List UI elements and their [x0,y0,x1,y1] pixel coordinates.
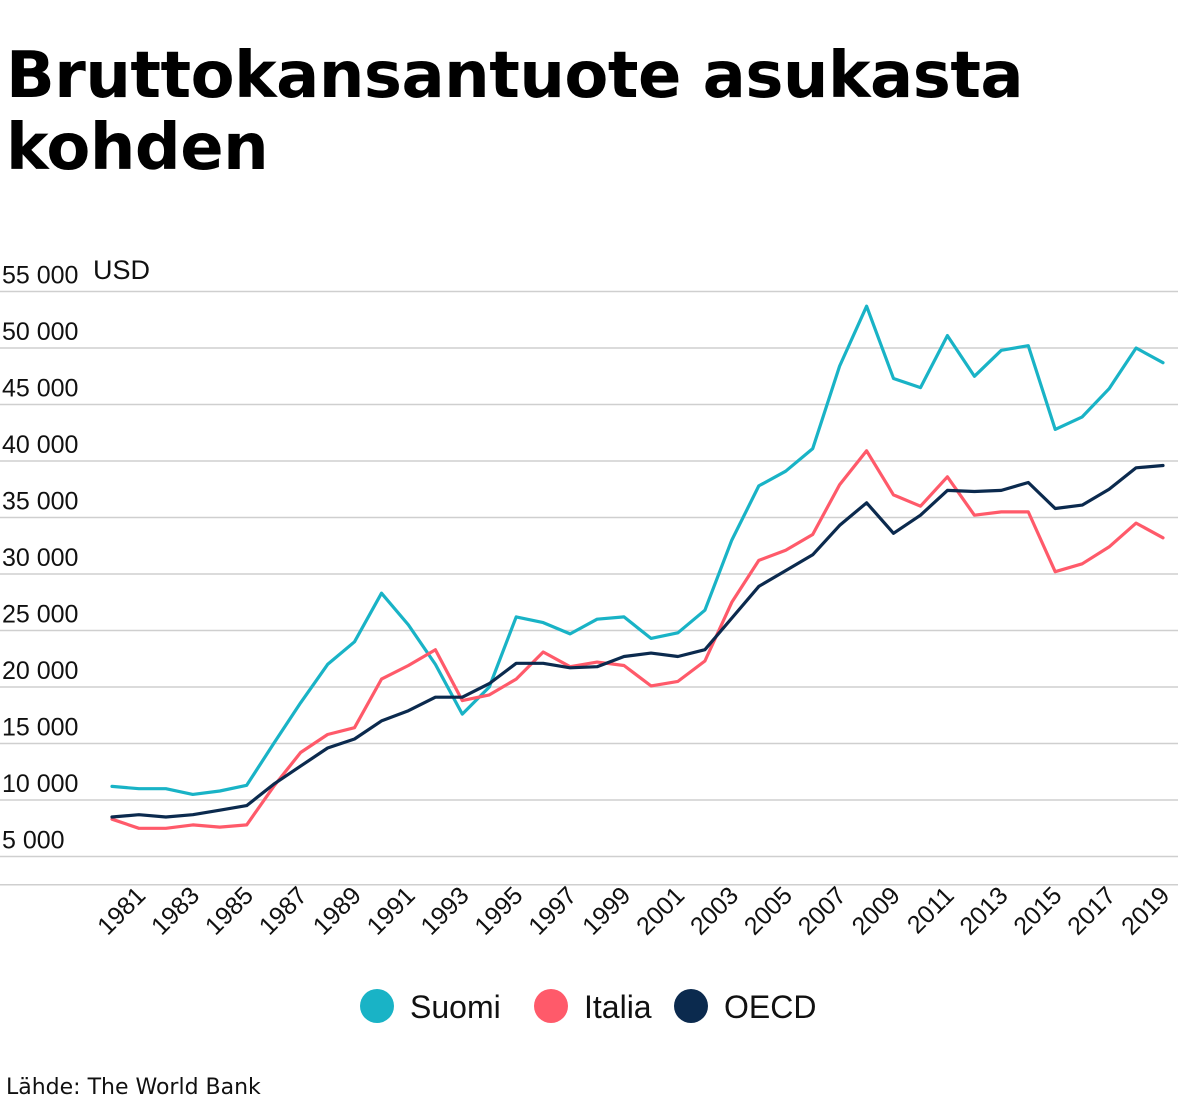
x-tick-label: 2007 [793,881,852,940]
x-tick-label: 1981 [92,881,151,940]
legend-label-oecd: OECD [724,989,816,1025]
gridlines [0,290,1178,886]
legend-marker-oecd [674,989,708,1023]
series-line-oecd [110,463,1165,819]
legend-marker-suomi [360,989,394,1023]
legend-label-italia: Italia [584,989,652,1025]
y-tick-label: 55 000 [2,262,78,290]
x-axis-ticks: 1981198319851987198919911993199519971999… [92,881,1175,940]
y-tick-label: 50 000 [2,318,78,346]
x-tick-label: 1987 [254,881,313,940]
y-tick-label: 25 000 [2,601,78,629]
y-tick-label: 40 000 [2,431,78,459]
x-tick-label: 1983 [146,881,205,940]
y-axis-ticks: 55 000 50 000 45 000 40 000 35 000 30 000 25 0… [2,262,78,855]
y-tick-label: 15 000 [2,714,78,742]
x-tick-label: 1997 [523,881,582,940]
x-tick-label: 1999 [577,881,636,940]
x-tick-label: 1985 [200,881,259,940]
chart-title: Bruttokansantuote asukasta kohden [6,39,1024,185]
series-line-italia [110,449,1165,830]
x-tick-label: 1995 [469,881,528,940]
x-tick-label: 1991 [362,881,421,940]
x-tick-label: 2001 [631,881,690,940]
x-tick-label: 2015 [1008,881,1067,940]
x-tick-label: 2019 [1116,881,1175,940]
y-tick-label: 35 000 [2,488,78,516]
x-tick-label: 2009 [847,881,906,940]
y-tick-label: 10 000 [2,770,78,798]
legend-marker-italia [534,989,568,1023]
y-tick-label: 5 000 [2,827,65,855]
legend: Suomi Italia OECD [360,989,816,1025]
x-tick-label: 2003 [685,881,744,940]
x-tick-label: 2011 [902,881,960,939]
x-tick-label: 2013 [954,881,1013,940]
series-line-suomi [110,304,1165,797]
y-tick-label: 30 000 [2,544,78,572]
x-tick-label: 1989 [308,881,367,940]
legend-label-suomi: Suomi [410,989,501,1025]
line-chart: 55 000 50 000 45 000 40 000 35 000 30 000 25 0… [0,255,1178,1025]
x-tick-label: 1993 [415,881,474,940]
y-tick-label: 20 000 [2,657,78,685]
source-note: Lähde: The World Bank [6,1075,261,1100]
series-lines [110,304,1165,830]
y-axis-unit: USD [93,255,150,285]
y-tick-label: 45 000 [2,375,78,403]
x-tick-label: 2017 [1062,881,1121,940]
x-tick-label: 2005 [739,881,798,940]
